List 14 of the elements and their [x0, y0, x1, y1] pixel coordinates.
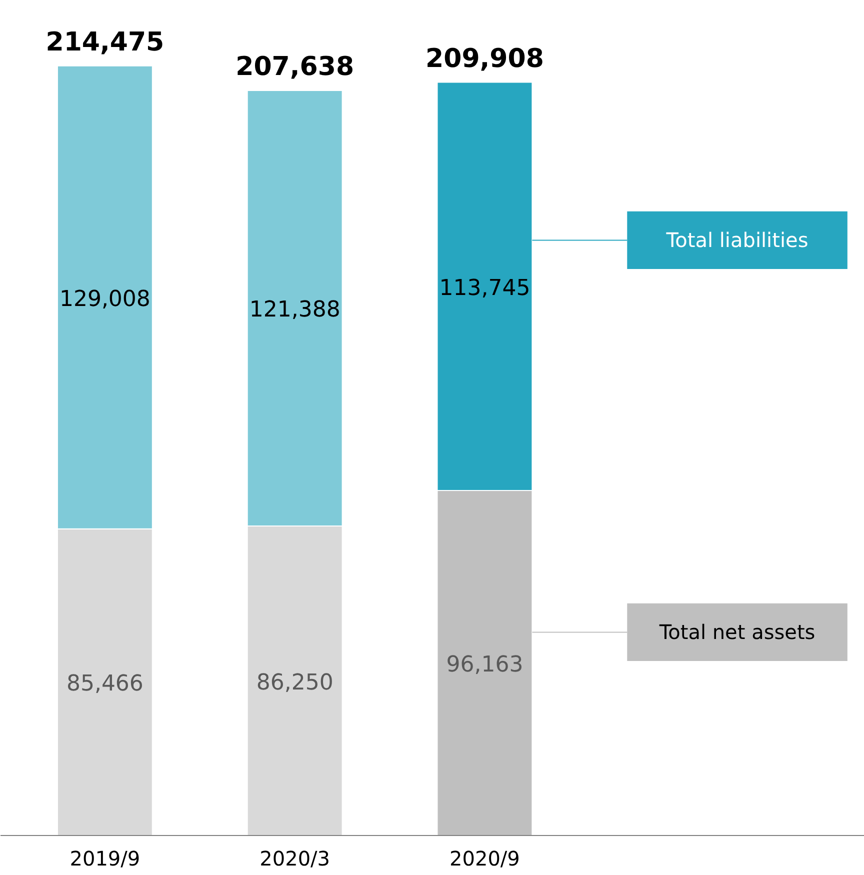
x-tick-label: 2020/9	[450, 846, 520, 870]
data-label: 121,388	[249, 298, 340, 323]
legend-label: Total net assets	[658, 620, 816, 644]
data-label: 113,745	[439, 276, 530, 301]
total-label: 214,475	[46, 28, 164, 58]
total-label: 209,908	[426, 44, 544, 74]
data-label: 86,250	[256, 670, 334, 696]
total-label: 207,638	[236, 52, 354, 82]
data-label: 129,008	[59, 286, 150, 312]
x-tick-label: 2019/9	[70, 846, 140, 870]
x-tick-label: 2020/3	[260, 846, 330, 870]
data-label: 96,163	[446, 652, 524, 678]
data-label: 85,466	[66, 672, 144, 697]
legend-label: Total liabilities	[665, 228, 808, 252]
